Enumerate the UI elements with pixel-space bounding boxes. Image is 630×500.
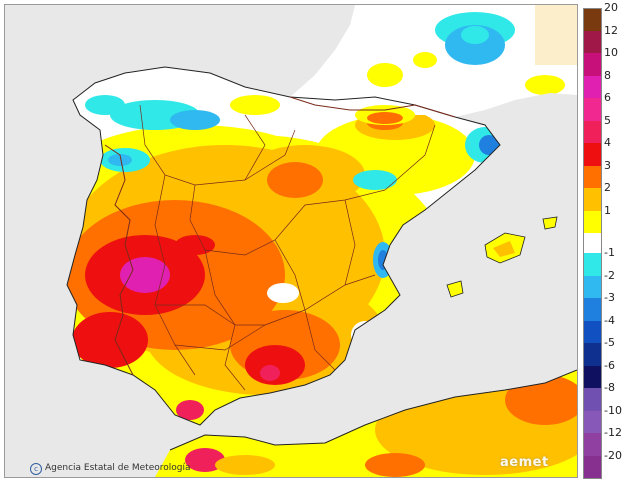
legend-swatch-pos-3 [583, 75, 602, 98]
legend-label-pos-4: 6 [604, 91, 611, 104]
balearic-islands [446, 216, 558, 298]
legend-label-neg-8: -12 [604, 426, 622, 439]
legend-swatch-neg-0 [583, 253, 602, 276]
legend-label-neg-1: -2 [604, 268, 615, 282]
legend-swatch-neg-2 [583, 298, 602, 321]
legend-label-pos-6: 4 [604, 136, 611, 149]
legend-swatch-neg-4 [583, 343, 602, 366]
province-borders [139, 104, 436, 391]
legend-label-neg-9: -20 [604, 448, 622, 462]
france-border [289, 96, 456, 118]
legend-label-pos-7: 3 [604, 158, 611, 172]
legend-label-neg-3: -4 [604, 313, 615, 327]
legend-label-neg-5: -6 [604, 358, 615, 372]
legend-swatch-pos-5 [583, 120, 602, 143]
legend-swatch-neg-8 [583, 433, 602, 456]
legend-label-pos-9: 1 [604, 203, 611, 217]
aemet-logo: aemet [500, 455, 549, 470]
legend-label-pos-5: 5 [604, 113, 611, 127]
legend-swatch-pos-6 [583, 143, 602, 166]
legend-label-pos-2: 10 [604, 46, 618, 59]
legend-swatch-pos-9 [583, 210, 602, 233]
legend-swatch-neg-5 [583, 365, 602, 388]
legend-label-neg-7: -10 [604, 403, 622, 417]
anomaly-map [4, 4, 578, 478]
legend-swatch-pos-7 [583, 165, 602, 188]
legend-label-pos-1: 12 [604, 23, 618, 37]
credit-text: Agencia Estatal de Meteorología [45, 463, 191, 473]
legend-label-neg-6: -8 [604, 381, 615, 394]
credit-line: c Agencia Estatal de Meteorología [30, 463, 191, 475]
map-canvas [5, 5, 577, 477]
legend-label-pos-3: 8 [604, 68, 611, 82]
legend-label-pos-0: 20 [604, 1, 618, 14]
legend-top-edge [583, 8, 602, 9]
legend-swatch-neutral [583, 233, 602, 253]
legend-label-neg-2: -3 [604, 291, 615, 304]
legend-swatch-pos-8 [583, 188, 602, 211]
legend-label-pos-8: 2 [604, 181, 611, 194]
legend-swatch-pos-4 [583, 98, 602, 121]
legend-swatch-neg-3 [583, 320, 602, 343]
legend-swatch-neg-6 [583, 388, 602, 411]
legend-swatch-neg-7 [583, 410, 602, 433]
legend-swatch-neg-9 [583, 455, 602, 478]
copyright-icon: c [30, 463, 42, 475]
legend-swatch-pos-1 [583, 30, 602, 53]
legend-bottom-edge [583, 478, 602, 479]
legend-swatch-pos-2 [583, 53, 602, 76]
africa-coastline [169, 369, 577, 451]
legend-swatch-pos-0 [583, 8, 602, 31]
color-legend: 20 12 10 8 6 5 4 3 2 1 -1 -2 -3 -4 -5 -6 -8 -10 -12 -20 [583, 2, 625, 479]
legend-label-neg-0: -1 [604, 246, 615, 259]
legend-swatch-neg-1 [583, 275, 602, 298]
legend-label-neg-4: -5 [604, 336, 615, 349]
iberia-coastline [66, 66, 501, 426]
portugal-border [104, 144, 134, 376]
